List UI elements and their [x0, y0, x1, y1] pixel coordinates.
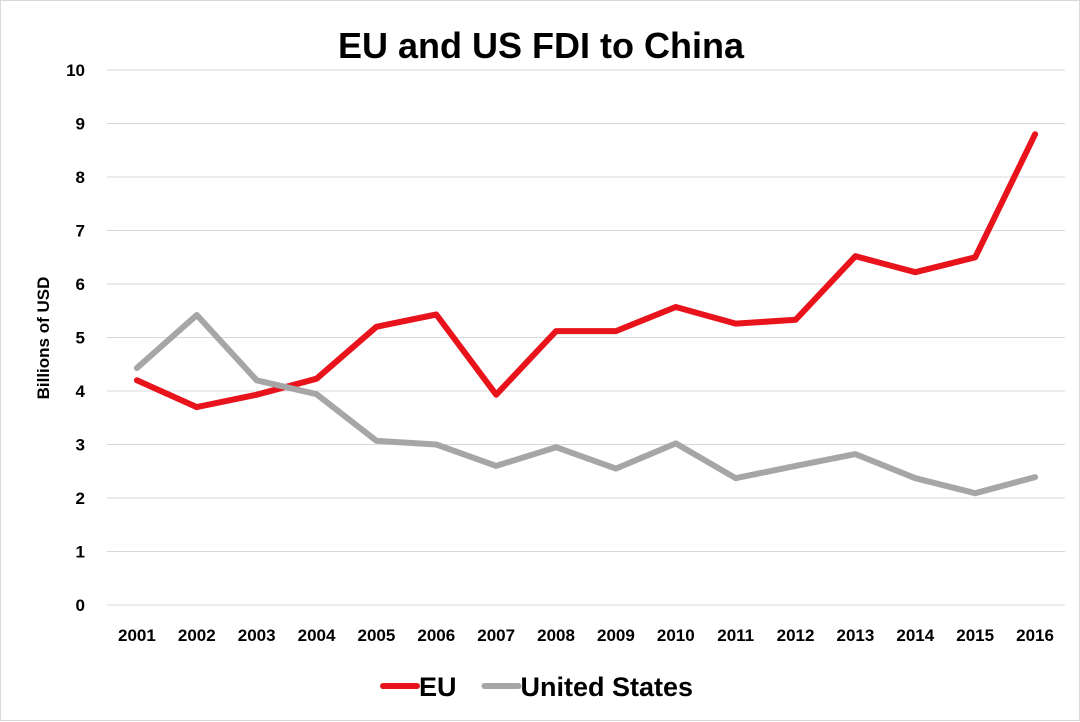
y-tick-label: 10: [66, 61, 85, 80]
y-tick-label: 0: [76, 596, 85, 615]
legend: EU United States: [380, 672, 694, 702]
y-tick-label: 4: [76, 382, 86, 401]
gridlines: [107, 69, 1065, 606]
y-axis-label: Billions of USD: [34, 277, 53, 400]
y-tick-label: 6: [76, 275, 85, 294]
legend-label-eu: EU: [419, 672, 457, 702]
series-lines: [133, 131, 1039, 497]
x-tick-label: 2010: [657, 626, 695, 645]
x-tick-label: 2007: [477, 626, 515, 645]
x-tick-label: 2008: [537, 626, 575, 645]
x-tick-label: 2001: [118, 626, 156, 645]
y-tick-label: 7: [76, 222, 85, 241]
y-tick-label: 5: [76, 329, 85, 348]
x-tick-label: 2011: [717, 626, 754, 645]
series-line-eu: [133, 131, 1039, 411]
y-tick-label: 2: [76, 489, 85, 508]
y-tick-label: 9: [76, 115, 85, 134]
x-tick-label: 2015: [956, 626, 994, 645]
x-tick-label: 2012: [777, 626, 815, 645]
x-tick-label: 2013: [837, 626, 875, 645]
x-tick-label: 2004: [298, 626, 336, 645]
x-tick-label: 2009: [597, 626, 635, 645]
y-tick-label: 1: [76, 543, 85, 562]
x-tick-label: 2016: [1016, 626, 1054, 645]
x-tick-label: 2002: [178, 626, 216, 645]
x-tick-label: 2005: [358, 626, 396, 645]
y-tick-label: 8: [76, 168, 85, 187]
x-axis-ticks: 2001 2002 2003 2004 2005 2006 2007 2008 2009 2010…: [118, 626, 1054, 645]
y-axis-ticks: 0 1 2 3 4 5 6 7 8 9 10: [66, 61, 85, 615]
x-tick-label: 2003: [238, 626, 276, 645]
x-tick-label: 2014: [896, 626, 934, 645]
series-line-united-states: [133, 312, 1039, 497]
legend-label-united-states: United States: [521, 672, 694, 702]
chart-title: EU and US FDI to China: [338, 25, 745, 66]
x-tick-label: 2006: [417, 626, 455, 645]
y-tick-label: 3: [76, 436, 85, 455]
